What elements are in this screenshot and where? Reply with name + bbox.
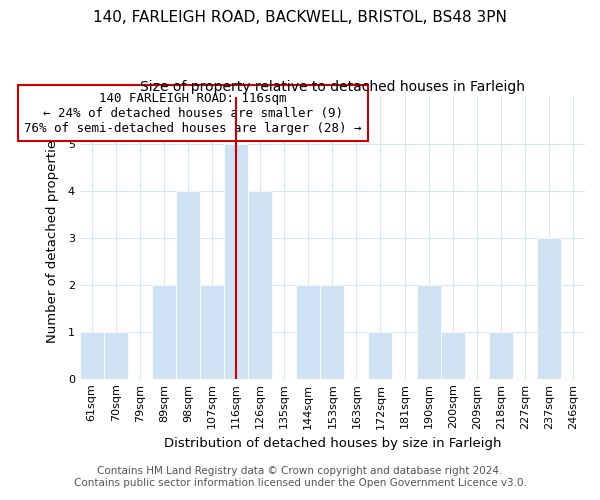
Bar [200, 284, 224, 378]
Text: 140, FARLEIGH ROAD, BACKWELL, BRISTOL, BS48 3PN: 140, FARLEIGH ROAD, BACKWELL, BRISTOL, B… [93, 10, 507, 25]
Bar [489, 332, 513, 378]
Bar [224, 144, 248, 378]
Y-axis label: Number of detached properties: Number of detached properties [46, 132, 59, 342]
Text: Contains HM Land Registry data © Crown copyright and database right 2024.
Contai: Contains HM Land Registry data © Crown c… [74, 466, 526, 487]
Bar [152, 284, 176, 378]
Bar [248, 190, 272, 378]
Title: Size of property relative to detached houses in Farleigh: Size of property relative to detached ho… [140, 80, 525, 94]
Bar [176, 190, 200, 378]
Bar [296, 284, 320, 378]
Bar [320, 284, 344, 378]
Bar [537, 238, 561, 378]
Bar [80, 332, 104, 378]
Text: 140 FARLEIGH ROAD: 116sqm
← 24% of detached houses are smaller (9)
76% of semi-d: 140 FARLEIGH ROAD: 116sqm ← 24% of detac… [24, 92, 362, 134]
Bar [368, 332, 392, 378]
Bar [416, 284, 440, 378]
Bar [440, 332, 464, 378]
X-axis label: Distribution of detached houses by size in Farleigh: Distribution of detached houses by size … [164, 437, 501, 450]
Bar [104, 332, 128, 378]
